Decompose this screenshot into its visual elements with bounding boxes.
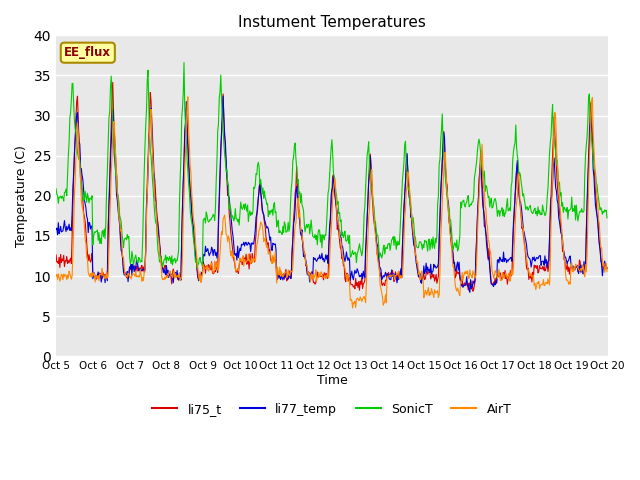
li77_temp bbox=[603, 265, 611, 271]
AirT bbox=[400, 240, 408, 245]
Legend: li75_t, li77_temp, SonicT, AirT: li75_t, li77_temp, SonicT, AirT bbox=[147, 398, 516, 420]
Line: AirT: AirT bbox=[56, 97, 607, 308]
Text: EE_flux: EE_flux bbox=[64, 46, 111, 59]
Y-axis label: Temperature (C): Temperature (C) bbox=[15, 145, 28, 247]
li75_t bbox=[52, 252, 60, 258]
SonicT bbox=[400, 160, 408, 166]
li75_t bbox=[175, 276, 183, 282]
AirT bbox=[119, 254, 127, 260]
li77_temp bbox=[52, 227, 60, 232]
li77_temp bbox=[466, 289, 474, 295]
AirT bbox=[603, 268, 611, 274]
li77_temp bbox=[62, 228, 70, 234]
X-axis label: Time: Time bbox=[317, 374, 348, 387]
AirT bbox=[184, 94, 191, 100]
li75_t bbox=[62, 258, 70, 264]
SonicT bbox=[603, 215, 611, 221]
AirT bbox=[416, 277, 424, 283]
li77_temp bbox=[220, 93, 227, 99]
AirT bbox=[175, 275, 182, 280]
li75_t bbox=[469, 288, 477, 294]
AirT bbox=[52, 273, 60, 279]
li77_temp bbox=[119, 256, 127, 262]
SonicT bbox=[416, 239, 424, 244]
li75_t bbox=[120, 266, 127, 272]
SonicT bbox=[52, 186, 60, 192]
SonicT bbox=[193, 265, 201, 271]
Title: Instument Temperatures: Instument Temperatures bbox=[238, 15, 426, 30]
Line: SonicT: SonicT bbox=[56, 62, 607, 268]
SonicT bbox=[62, 186, 70, 192]
li77_temp bbox=[399, 223, 407, 229]
li75_t bbox=[399, 227, 407, 233]
li77_temp bbox=[204, 246, 212, 252]
Line: li75_t: li75_t bbox=[56, 82, 607, 291]
li77_temp bbox=[175, 277, 182, 283]
Line: li77_temp: li77_temp bbox=[56, 96, 607, 292]
li75_t bbox=[415, 275, 423, 280]
li75_t bbox=[603, 266, 611, 272]
li75_t bbox=[205, 262, 212, 267]
li77_temp bbox=[415, 273, 423, 278]
li75_t bbox=[109, 79, 116, 85]
AirT bbox=[62, 272, 70, 278]
AirT bbox=[349, 305, 356, 311]
SonicT bbox=[205, 218, 213, 224]
SonicT bbox=[175, 247, 182, 252]
SonicT bbox=[180, 60, 188, 65]
SonicT bbox=[119, 237, 127, 242]
AirT bbox=[205, 268, 212, 274]
